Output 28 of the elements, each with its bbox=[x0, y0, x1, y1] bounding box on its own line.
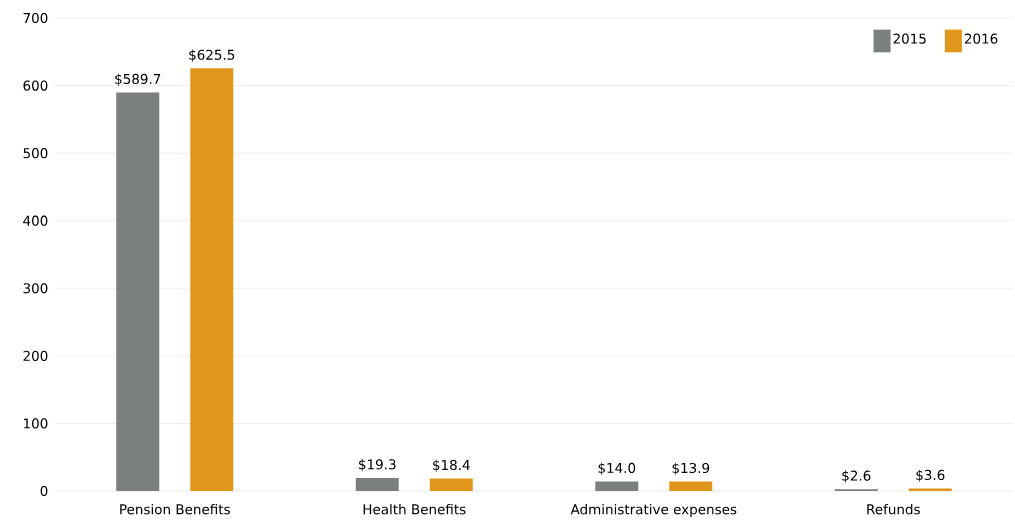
bar bbox=[355, 477, 399, 491]
data-label: $625.5 bbox=[189, 49, 235, 62]
bar bbox=[669, 481, 713, 491]
y-tick-label: 0 bbox=[40, 485, 48, 497]
y-tick-label: 200 bbox=[23, 350, 48, 361]
bar bbox=[429, 478, 473, 491]
bar bbox=[595, 481, 639, 491]
legend-label: 2016 bbox=[964, 33, 998, 44]
data-label: $589.7 bbox=[115, 73, 161, 86]
data-label: $14.0 bbox=[598, 462, 636, 475]
data-label: $18.4 bbox=[433, 459, 470, 472]
y-tick-label: 400 bbox=[23, 215, 48, 226]
data-label: $3.6 bbox=[916, 469, 945, 482]
y-tick-label: 500 bbox=[23, 148, 48, 159]
x-tick-label: Administrative expenses bbox=[570, 503, 737, 518]
y-tick-label: 700 bbox=[23, 12, 48, 24]
x-tick-label: Health Benefits bbox=[363, 503, 466, 515]
bar bbox=[190, 68, 234, 491]
data-label: $13.9 bbox=[672, 462, 710, 475]
data-label: $2.6 bbox=[842, 470, 871, 483]
data-label: $19.3 bbox=[359, 459, 396, 472]
y-tick-label: 600 bbox=[23, 80, 48, 91]
x-tick-label: Pension Benefits bbox=[120, 503, 230, 515]
y-tick-label: 100 bbox=[24, 418, 48, 429]
bar bbox=[116, 92, 160, 491]
legend-label: 2015 bbox=[893, 33, 926, 44]
x-tick-label: Refunds bbox=[867, 503, 920, 515]
y-tick-label: 300 bbox=[23, 283, 48, 294]
